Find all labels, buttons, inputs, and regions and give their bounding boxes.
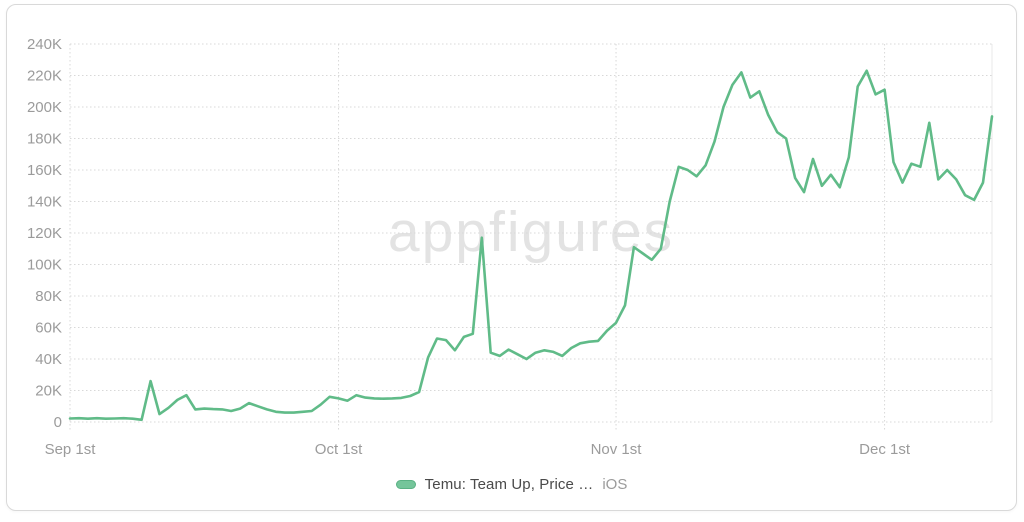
x-axis-label: Dec 1st <box>859 441 911 458</box>
chart-legend[interactable]: Temu: Team Up, Price … iOS <box>7 474 1016 494</box>
y-axis-label: 20K <box>35 383 62 400</box>
y-axis-label: 180K <box>27 131 62 148</box>
y-axis-label: 220K <box>27 68 62 85</box>
x-axis-label: Oct 1st <box>315 441 363 458</box>
chart-card: appfigures 0 20K 40K 60K 80K 100K 120K 140K 160K 1… <box>6 4 1017 511</box>
x-axis-label: Nov 1st <box>591 441 643 458</box>
y-axis-label: 240K <box>27 36 62 53</box>
x-axis-label: Sep 1st <box>45 441 97 458</box>
y-axis-label: 40K <box>35 351 62 368</box>
downloads-line-chart[interactable]: appfigures 0 20K 40K 60K 80K 100K 120K 140K 160K 1… <box>7 5 1018 467</box>
watermark: appfigures <box>388 200 674 264</box>
legend-series-label: Temu: Team Up, Price … <box>424 475 594 493</box>
legend-platform-label: iOS <box>602 475 628 493</box>
y-axis-label: 200K <box>27 99 62 116</box>
y-axis-label: 140K <box>27 194 62 211</box>
y-axis-label: 0 <box>54 414 62 431</box>
series-line[interactable] <box>68 69 994 422</box>
y-axis-label: 100K <box>27 257 62 274</box>
y-axis-label: 160K <box>27 162 62 179</box>
legend-series-swatch <box>395 479 416 489</box>
y-axis-label: 60K <box>35 320 62 337</box>
y-axis-label: 80K <box>35 288 62 305</box>
y-axis-label: 120K <box>27 225 62 242</box>
